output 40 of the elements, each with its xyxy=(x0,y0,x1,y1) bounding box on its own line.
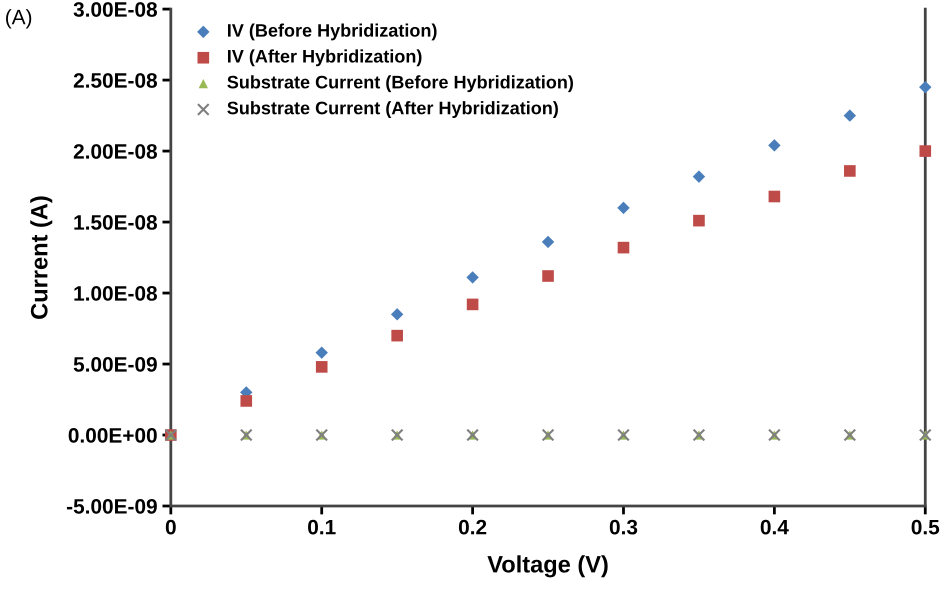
point xyxy=(919,145,932,157)
text: (A) xyxy=(6,9,32,28)
x-axis-title: Voltage (V) xyxy=(487,555,608,578)
y-tick-label: 5.00E-09 xyxy=(74,357,157,372)
point xyxy=(466,298,478,310)
point xyxy=(542,236,554,248)
point xyxy=(391,330,403,342)
x-tick-label: 0.2 xyxy=(458,520,486,535)
y-tick-label: 1.00E-08 xyxy=(74,286,157,301)
point xyxy=(692,170,706,183)
point xyxy=(768,139,781,152)
point xyxy=(618,242,630,254)
y-tick-label: 2.50E-08 xyxy=(74,73,157,88)
point xyxy=(844,165,856,177)
x-tick-label: 0.5 xyxy=(912,520,940,535)
point xyxy=(390,308,404,321)
point xyxy=(316,361,328,373)
y-tick-label: 2.00E-08 xyxy=(74,144,157,159)
x-tick-label: 0.3 xyxy=(610,520,638,535)
y-tick-label: 1.50E-08 xyxy=(74,215,157,230)
point xyxy=(693,214,705,226)
point xyxy=(316,346,328,359)
point xyxy=(617,202,630,214)
x-tick-label: 0.1 xyxy=(308,520,336,535)
legend-label: IV (Before Hybridization) xyxy=(228,24,437,40)
x-tick-label: 0.4 xyxy=(760,520,789,535)
legend-label: IV (After Hybridization) xyxy=(228,49,422,66)
point xyxy=(768,190,780,202)
point xyxy=(919,80,932,94)
legend-label: Substrate Current (After Hybridization) xyxy=(227,101,558,118)
x-tick-label: 0 xyxy=(166,520,176,535)
y-tick-label: 0.00E+00 xyxy=(68,428,157,443)
y-tick-label: 3.00E-08 xyxy=(74,2,157,17)
y-tick-label: -5.00E-09 xyxy=(66,499,157,514)
point xyxy=(542,270,554,282)
point xyxy=(844,109,856,122)
legend-label: Substrate Current (Before Hybridization) xyxy=(227,75,573,92)
point xyxy=(466,271,479,284)
point xyxy=(240,395,252,407)
y-axis-title: Current (A) xyxy=(30,196,52,319)
